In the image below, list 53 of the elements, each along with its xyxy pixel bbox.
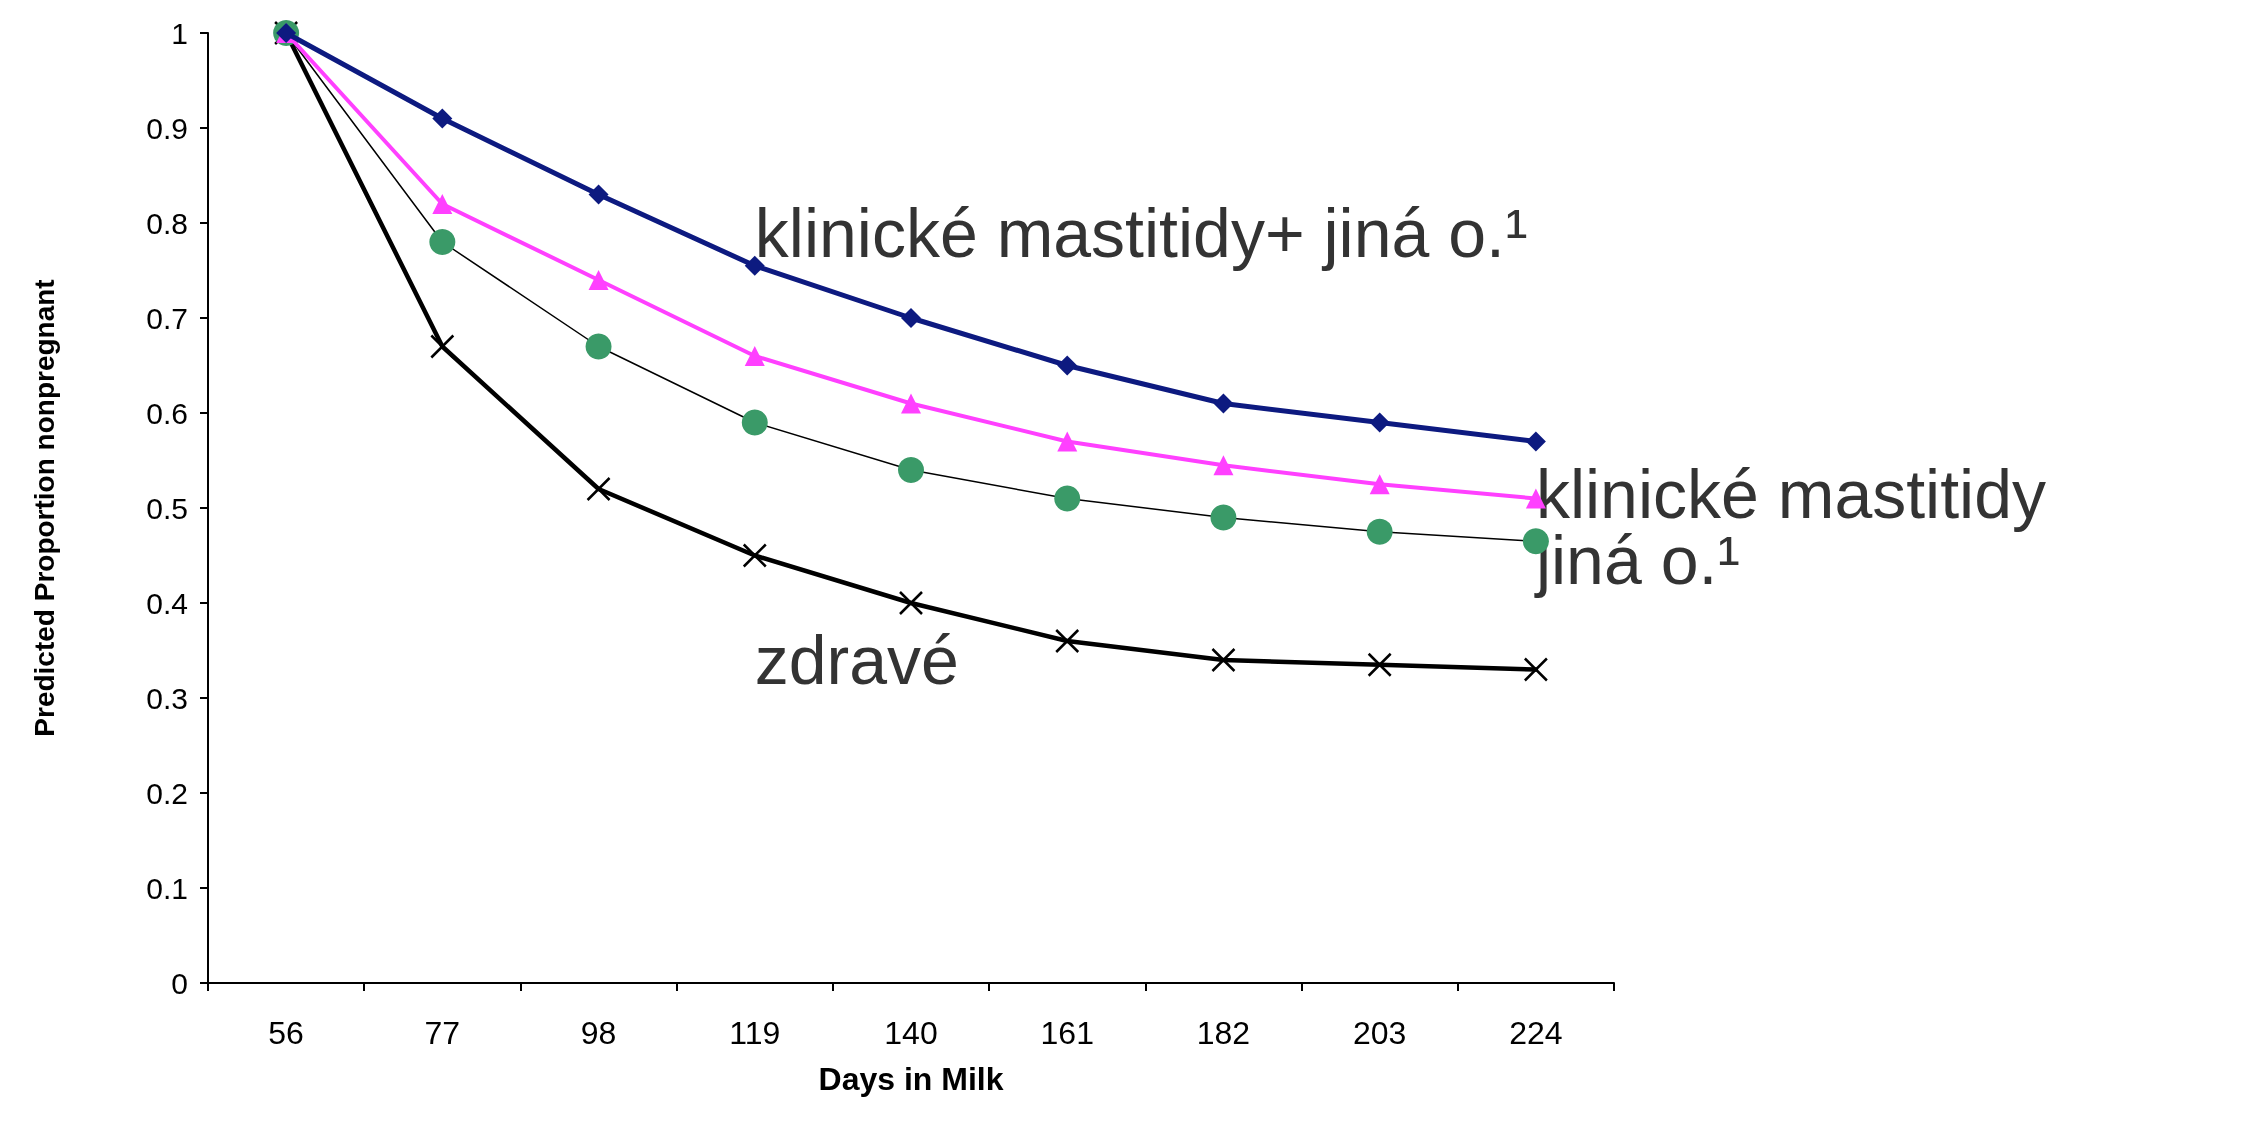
point — [1369, 474, 1390, 495]
point — [586, 476, 611, 502]
x-tick-label: 203 — [1352, 1015, 1407, 1051]
point — [901, 308, 921, 328]
point — [1210, 504, 1237, 531]
x-tick-label: 161 — [1040, 1015, 1094, 1051]
y-tick-label: 0.4 — [146, 586, 188, 620]
point — [432, 108, 453, 129]
point — [1211, 647, 1236, 673]
point — [1057, 431, 1078, 452]
point — [432, 194, 453, 214]
point — [1054, 628, 1080, 654]
point — [1525, 431, 1546, 452]
x-tick-label: 77 — [424, 1015, 461, 1051]
y-tick-label: 0.5 — [146, 491, 188, 525]
y-tick-label: 0.9 — [146, 111, 188, 145]
point — [1054, 485, 1081, 512]
point — [1213, 455, 1234, 476]
point — [1057, 355, 1078, 376]
x-tick-label: 140 — [884, 1015, 938, 1051]
y-tick-label: 0.7 — [146, 301, 188, 335]
point — [898, 457, 924, 483]
point — [1213, 393, 1234, 414]
point — [1523, 657, 1549, 682]
series-label: klinické mastitidy+ jiná o.¹ — [754, 194, 1528, 271]
y-tick-label: 1 — [171, 16, 188, 50]
point — [744, 346, 765, 366]
x-tick-label: 119 — [729, 1015, 781, 1051]
y-tick-label: 0.2 — [146, 776, 188, 810]
point — [901, 393, 921, 414]
y-tick-label: 0.3 — [146, 681, 188, 715]
x-axis-title: Days in Milk — [818, 1061, 1004, 1097]
point — [898, 590, 924, 616]
series-label: zdravé — [754, 622, 959, 698]
point — [741, 409, 768, 436]
point — [585, 333, 612, 360]
point — [1367, 652, 1392, 677]
x-tick-label: 56 — [268, 1015, 304, 1051]
y-tick-label: 0.8 — [146, 206, 188, 240]
point — [588, 270, 609, 290]
x-tick-label: 98 — [580, 1015, 617, 1051]
y-tick-label: 0.1 — [146, 871, 188, 905]
y-tick-label: 0 — [171, 966, 188, 1000]
point — [1366, 518, 1393, 545]
point — [588, 184, 609, 205]
point — [430, 334, 455, 359]
point — [742, 543, 768, 568]
point — [429, 229, 456, 255]
y-tick-label: 0.6 — [146, 396, 188, 430]
point — [1369, 412, 1390, 433]
y-axis-title: Predicted Proportion nonpregnant — [28, 279, 60, 737]
x-tick-label: 224 — [1509, 1015, 1563, 1051]
x-tick-label: 182 — [1196, 1015, 1251, 1051]
